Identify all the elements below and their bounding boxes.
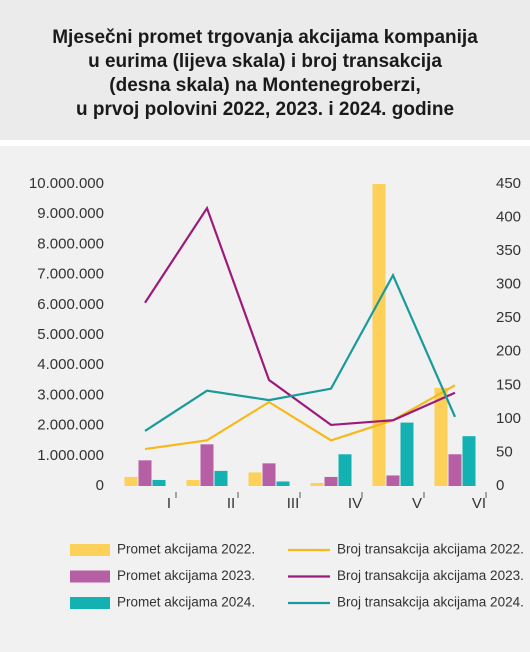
x-tick-label: I	[167, 495, 171, 512]
y-tick-label: 0	[96, 477, 104, 494]
y2-tick-label: 100	[496, 410, 521, 427]
legend-swatch	[70, 597, 110, 609]
x-tick-label: IV	[348, 495, 362, 512]
legend-label: Broj transakcija akcijama 2024.	[337, 595, 524, 610]
y-tick-label: 1.000.000	[37, 447, 104, 464]
y-tick-label: 5.000.000	[37, 326, 104, 343]
legend-label: Broj transakcija akcijama 2022.	[337, 542, 524, 557]
y-tick-label: 7.000.000	[37, 266, 104, 283]
legend-swatch	[70, 544, 110, 556]
y2-tick-label: 400	[496, 209, 521, 226]
bar	[462, 436, 476, 486]
legend-label: Broj transakcija akcijama 2023.	[337, 568, 524, 583]
bar	[310, 482, 324, 486]
x-tick-label: VI	[472, 495, 486, 512]
bar	[400, 422, 414, 486]
bar	[186, 479, 200, 486]
bar	[434, 387, 448, 486]
bar	[386, 475, 400, 486]
bar	[124, 476, 138, 486]
bar	[248, 472, 262, 486]
x-tick-label: V	[412, 495, 422, 512]
y-tick-label: 4.000.000	[37, 356, 104, 373]
chart-title: (desna skala) na Montenegroberzi,	[109, 75, 420, 96]
y-tick-label: 2.000.000	[37, 417, 104, 434]
legend-label: Promet akcijama 2023.	[117, 568, 255, 583]
y-tick-label: 9.000.000	[37, 205, 104, 222]
legend-label: Promet akcijama 2022.	[117, 542, 255, 557]
y2-tick-label: 300	[496, 276, 521, 293]
y-tick-label: 6.000.000	[37, 296, 104, 313]
y2-tick-label: 200	[496, 343, 521, 360]
bar	[276, 481, 290, 486]
x-tick-label: II	[227, 495, 235, 512]
chart-title: u eurima (lijeva skala) i broj transakci…	[88, 51, 442, 72]
bar	[152, 479, 166, 486]
y-tick-label: 3.000.000	[37, 386, 104, 403]
title-panel	[0, 0, 530, 140]
y2-tick-label: 350	[496, 242, 521, 259]
y2-tick-label: 0	[496, 477, 504, 494]
bar	[448, 454, 462, 486]
bar	[138, 460, 152, 486]
y2-tick-label: 450	[496, 175, 521, 192]
y2-tick-label: 250	[496, 309, 521, 326]
legend-swatch	[70, 570, 110, 583]
bar	[372, 184, 386, 486]
bar	[262, 463, 276, 486]
chart-title: u prvoj polovini 2022, 2023. i 2024. god…	[76, 99, 454, 120]
line	[144, 272, 457, 432]
y-tick-label: 10.000.000	[29, 175, 104, 192]
line	[144, 384, 456, 451]
bar	[338, 454, 352, 486]
y-tick-label: 8.000.000	[37, 235, 104, 252]
y2-tick-label: 50	[496, 443, 513, 460]
y2-tick-label: 150	[496, 376, 521, 393]
x-tick-label: III	[287, 495, 300, 512]
chart-title: Mjesečni promet trgovanja akcijama kompa…	[52, 27, 478, 48]
line	[144, 205, 456, 427]
legend-label: Promet akcijama 2024.	[117, 595, 255, 610]
bar	[324, 476, 338, 486]
bar	[200, 444, 214, 486]
bar	[214, 470, 228, 486]
